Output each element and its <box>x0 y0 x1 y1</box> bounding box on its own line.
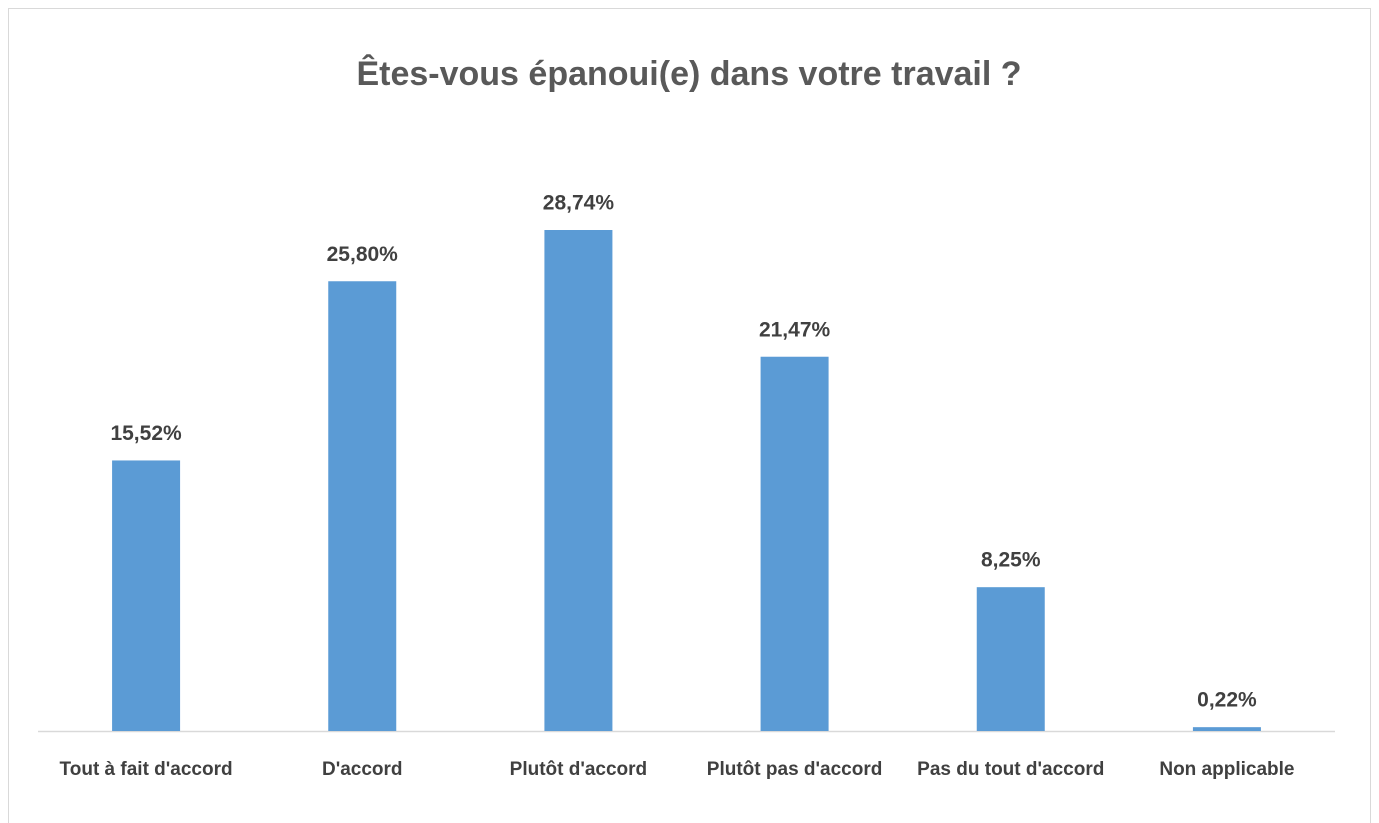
bar <box>544 230 613 731</box>
value-label: 28,74% <box>543 192 615 215</box>
chart-title: Êtes-vous épanoui(e) dans votre travail … <box>356 55 1021 93</box>
value-label: 0,22% <box>1197 689 1257 712</box>
bar <box>328 281 397 731</box>
x-tick-label: Pas du tout d'accord <box>917 759 1104 780</box>
x-tick-label: Plutôt d'accord <box>510 759 648 780</box>
value-label: 8,25% <box>981 549 1041 572</box>
value-label: 25,80% <box>327 243 399 266</box>
x-tick-label: Plutôt pas d'accord <box>707 759 883 780</box>
bar <box>760 356 829 731</box>
x-tick-label: Non applicable <box>1159 759 1294 780</box>
x-tick-label: D'accord <box>322 759 403 780</box>
bar <box>112 460 181 731</box>
value-label: 15,52% <box>110 422 182 445</box>
x-tick-label: Tout à fait d'accord <box>60 759 233 780</box>
value-label: 21,47% <box>759 318 831 341</box>
bar <box>1192 727 1261 731</box>
bar <box>976 587 1045 731</box>
chart-border <box>8 8 1371 823</box>
